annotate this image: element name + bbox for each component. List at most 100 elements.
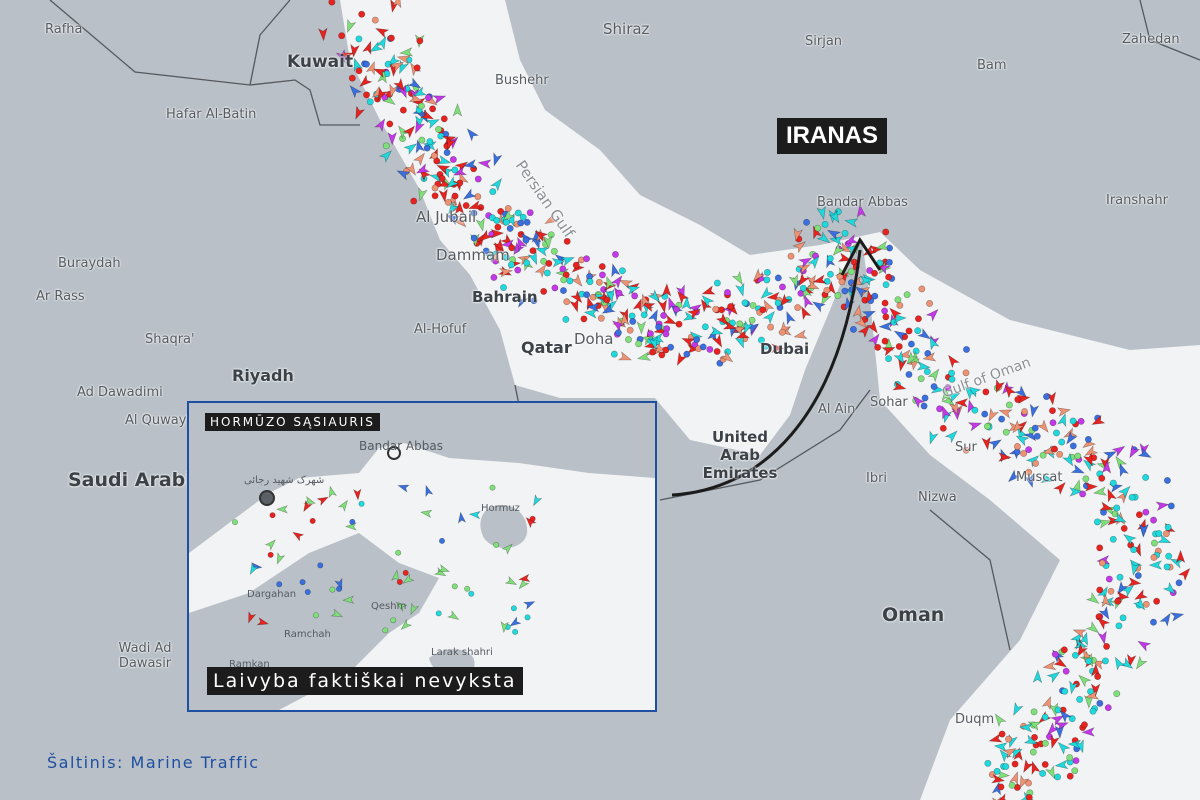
vessel-marker [1031,733,1038,741]
vessel-marker [514,298,529,308]
vessel-marker [1002,748,1017,759]
vessel-marker [583,291,591,299]
vessel-marker [805,279,820,290]
vessel-marker [1107,587,1115,595]
vessel-marker [328,0,336,6]
vessel-marker [534,264,547,278]
vessel-marker [828,209,840,224]
vessel-marker [881,307,889,315]
vessel-marker [865,319,878,334]
vessel-marker [489,188,497,196]
hormuz-island [480,504,528,549]
vessel-marker [374,118,386,133]
vessel-marker [731,271,743,286]
vessel-marker [1054,773,1062,781]
vessel-marker [408,92,423,102]
vessel-marker [914,315,922,323]
vessel-marker [1159,612,1171,627]
vessel-marker [470,209,478,217]
vessel-marker [907,340,915,348]
vessel-marker [1047,721,1060,736]
vessel-marker [543,269,551,277]
vessel-marker [494,223,502,231]
vessel-marker [1079,490,1087,498]
vessel-marker [299,579,306,586]
vessel-marker [349,85,363,99]
vessel-marker [881,299,889,307]
vessel-marker [610,350,618,358]
vessel-marker [348,74,356,82]
vessel-marker [701,295,715,309]
vessel-marker [412,152,425,167]
vessel-marker [1041,739,1049,747]
vessel-marker [1085,591,1100,604]
vessel-marker [1008,781,1016,789]
vessel-marker [647,289,661,303]
vessel-marker [796,264,811,275]
vessel-marker [395,549,402,556]
vessel-marker [715,312,729,326]
vessel-marker [437,564,451,573]
vessel-marker [1051,445,1059,453]
vessel-marker [387,34,395,42]
vessel-marker [417,102,425,110]
vessel-marker [1029,403,1040,418]
vessel-marker [838,278,846,286]
vessel-marker [523,259,531,267]
vessel-marker [1015,435,1030,447]
vessel-marker [502,208,516,222]
city-label: Zahedan [1122,32,1180,47]
vessel-marker [444,198,452,206]
vessel-marker [984,759,992,767]
vessel-marker [363,91,370,99]
hormuz-inset: HORMŪZO SĄSIAURIS Bandar Abbas شهرک شهید… [187,401,657,712]
vessel-marker [1109,535,1117,543]
vessel-marker [1012,419,1025,434]
vessel-marker [1102,451,1118,462]
vessel-marker [1097,519,1112,529]
city-label: Al Quway' [125,413,190,428]
vessel-marker [509,616,522,627]
vessel-marker [393,77,405,92]
vessel-marker [1058,438,1066,446]
vessel-marker [882,313,890,321]
vessel-marker [1056,407,1072,417]
vessel-marker [396,170,411,181]
vessel-marker [389,62,405,73]
vessel-marker [384,60,392,68]
vessel-marker [353,488,362,501]
vessel-marker [378,150,393,164]
vessel-marker [963,346,970,353]
vessel-marker [492,238,505,253]
vessel-marker [292,531,305,542]
vessel-marker [424,94,432,102]
inset-title: HORMŪZO SĄSIAURIS [205,413,380,431]
vessel-marker [799,284,807,292]
vessel-marker [1031,760,1041,776]
vessel-marker [347,18,357,34]
vessel-marker [1039,451,1047,459]
vessel-marker [418,187,428,202]
vessel-marker [1069,417,1077,425]
vessel-marker [981,410,989,418]
vessel-marker [431,192,439,200]
vessel-marker [881,337,889,345]
vessel-marker [731,326,747,336]
city-label: Ad Dawadimi [77,385,163,400]
vessel-marker [677,290,690,305]
vessel-marker [620,312,630,327]
vessel-marker [355,105,366,120]
vessel-marker [1013,701,1024,717]
vessel-marker [342,595,355,604]
vessel-marker [786,310,796,326]
vessel-marker [1098,559,1106,567]
inset-label: Hormuz [481,503,520,514]
vessel-marker [793,227,804,242]
vessel-marker [419,109,435,120]
vessel-marker [816,205,826,220]
vessel-marker [249,562,260,576]
inset-label: شهرک شهید رجائی [244,475,325,486]
vessel-marker [1130,546,1138,554]
vessel-marker [1040,473,1055,483]
